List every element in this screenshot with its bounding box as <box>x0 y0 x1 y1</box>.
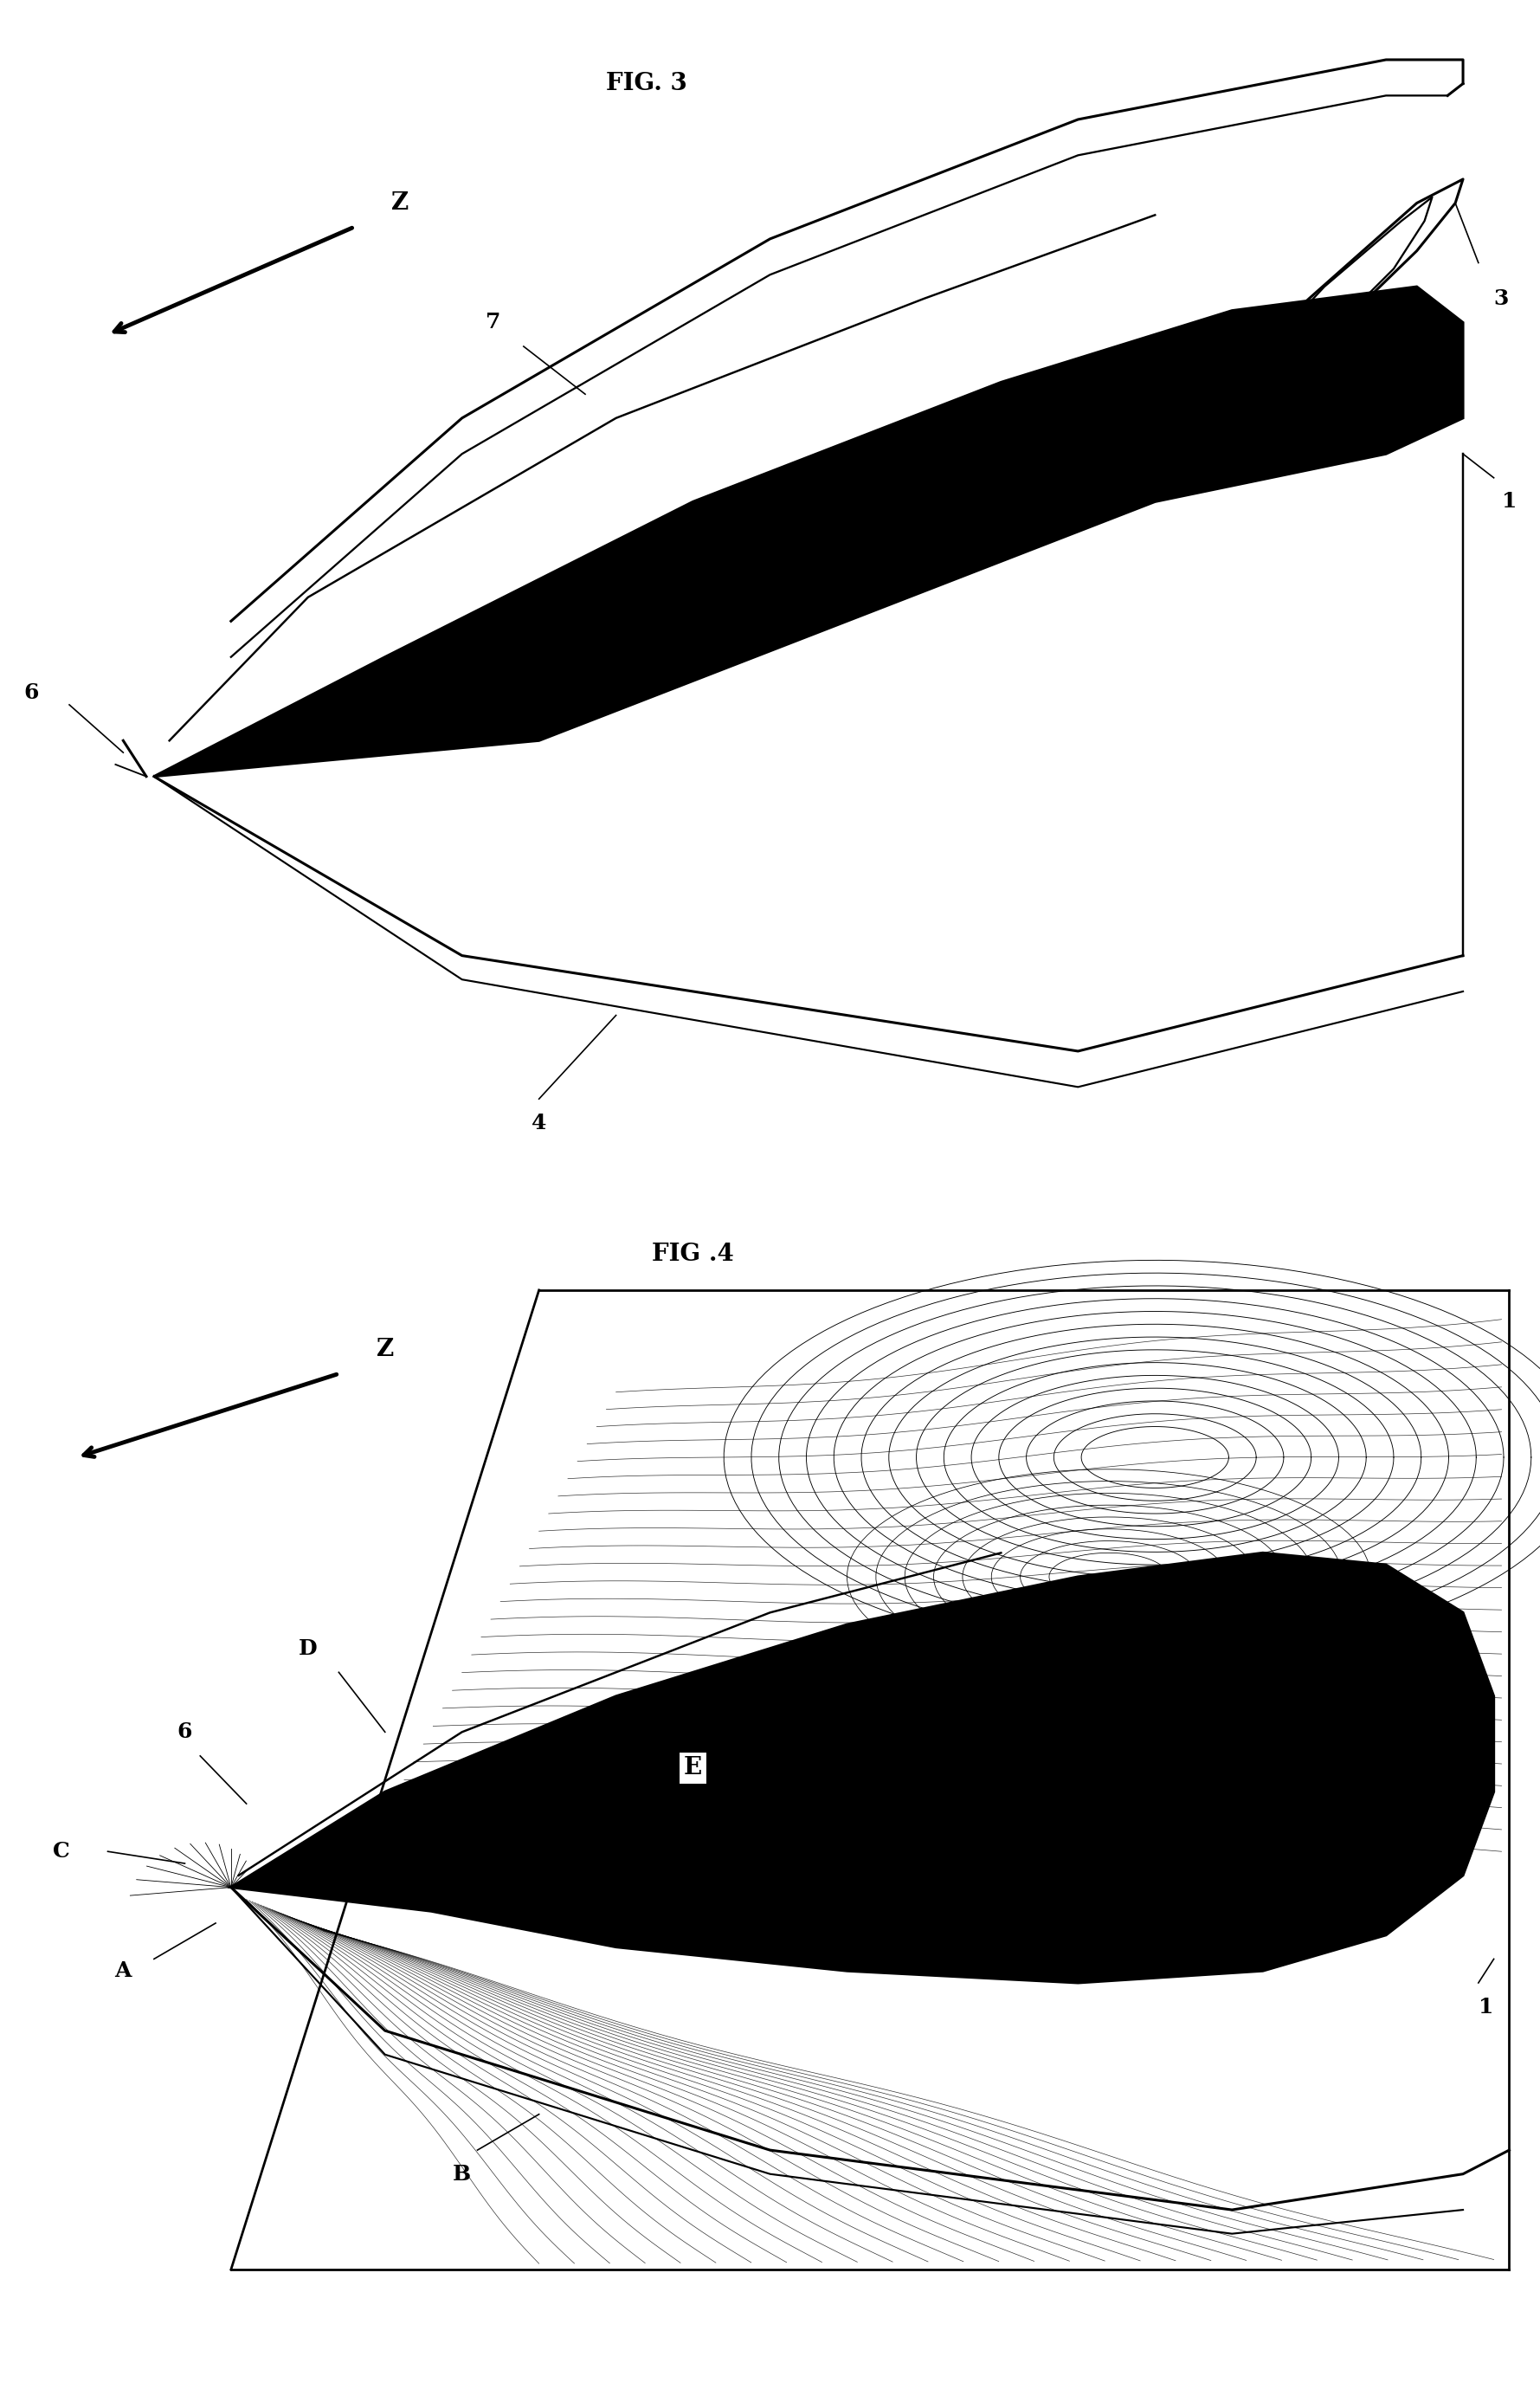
Text: FIG .4: FIG .4 <box>651 1242 735 1266</box>
Text: B: B <box>453 2164 471 2184</box>
Text: 1: 1 <box>1502 492 1517 511</box>
Text: 7: 7 <box>485 313 500 332</box>
Polygon shape <box>154 287 1463 776</box>
Text: Z: Z <box>391 191 410 215</box>
Text: E: E <box>684 1756 702 1780</box>
Text: D: D <box>299 1639 317 1658</box>
Text: 4: 4 <box>531 1113 547 1132</box>
Text: C: C <box>52 1842 71 1861</box>
Text: A: A <box>115 1961 131 1980</box>
Text: 1: 1 <box>1478 1997 1494 2016</box>
Polygon shape <box>231 1553 1494 1983</box>
Text: 3: 3 <box>1494 289 1509 308</box>
Text: FIG. 3: FIG. 3 <box>607 72 687 96</box>
Text: 6: 6 <box>177 1722 192 1742</box>
Text: 6: 6 <box>23 683 38 702</box>
Text: Z: Z <box>376 1338 394 1362</box>
